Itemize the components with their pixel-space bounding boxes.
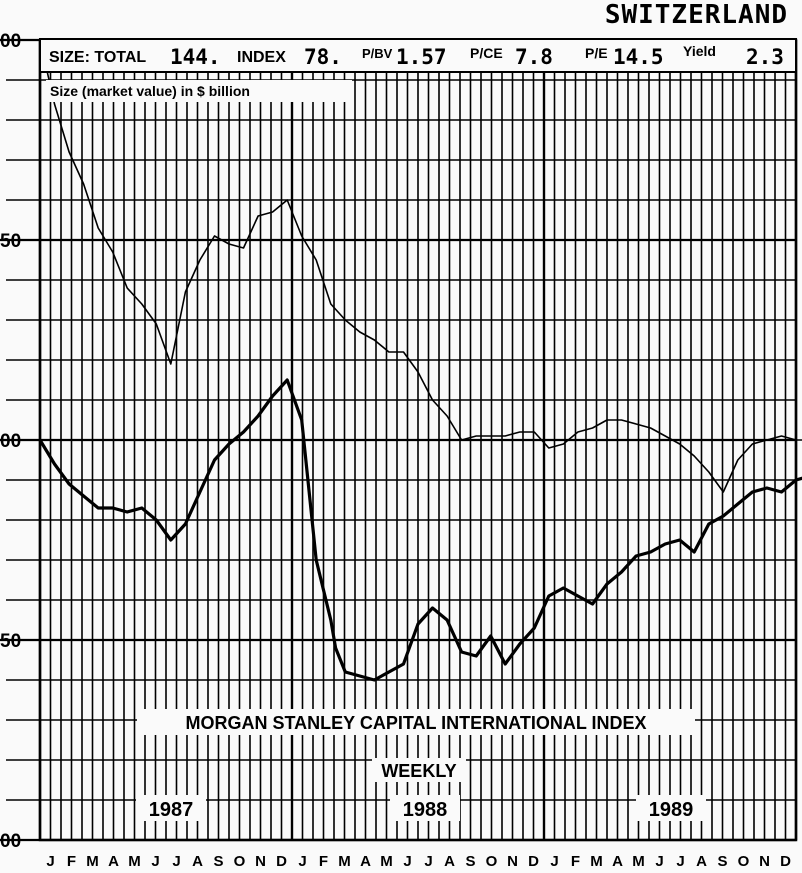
- y-tick-label: 50: [0, 631, 21, 652]
- x-tick-label: M: [338, 853, 351, 870]
- year-1988-bg: [390, 795, 460, 821]
- pce-value: 7.8: [515, 45, 553, 69]
- x-tick-label: M: [632, 853, 645, 870]
- yield-value: 2.3: [746, 45, 784, 69]
- x-tick-label: F: [319, 853, 328, 870]
- x-tick-label: A: [444, 853, 455, 870]
- x-tick-label: A: [192, 853, 203, 870]
- year-1987-bg: [136, 795, 206, 821]
- x-tick-label: N: [759, 853, 770, 870]
- x-tick-label: M: [86, 853, 99, 870]
- x-tick-label: S: [717, 853, 727, 870]
- x-tick-label: J: [403, 853, 411, 870]
- y-tick-label: 00: [0, 431, 21, 452]
- x-tick-label: F: [571, 853, 580, 870]
- pe-value: 14.5: [613, 45, 664, 69]
- y-tick-label: 00: [0, 31, 21, 52]
- x-tick-label: M: [128, 853, 141, 870]
- x-tick-label: O: [738, 853, 750, 870]
- x-tick-label: J: [151, 853, 159, 870]
- series-line-thick: [38, 378, 802, 682]
- x-tick-label: S: [213, 853, 223, 870]
- x-tick-label: J: [676, 853, 684, 870]
- x-tick-label: N: [507, 853, 518, 870]
- chart-subtitle: WEEKLY: [381, 761, 456, 781]
- x-tick-label: M: [380, 853, 393, 870]
- x-tick-label: M: [590, 853, 603, 870]
- country-title: SWITZERLAND: [604, 0, 788, 30]
- x-tick-label: J: [172, 853, 180, 870]
- x-tick-label: A: [612, 853, 623, 870]
- year-label-1989: 1989: [649, 799, 694, 821]
- chart-title: MORGAN STANLEY CAPITAL INTERNATIONAL IND…: [185, 713, 646, 733]
- y-tick-label: 50: [0, 231, 21, 252]
- index-label: INDEX: [237, 49, 286, 66]
- chart-grid: [0, 38, 798, 842]
- x-tick-label: S: [465, 853, 475, 870]
- x-tick-label: A: [696, 853, 707, 870]
- year-label-1988: 1988: [403, 799, 448, 821]
- annotation-box: [46, 80, 352, 102]
- x-tick-label: F: [67, 853, 76, 870]
- x-tick-label: A: [360, 853, 371, 870]
- series-lines: [38, 39, 802, 682]
- x-tick-label: J: [550, 853, 558, 870]
- pce-label: P/CE: [470, 45, 503, 61]
- x-tick-label: N: [255, 853, 266, 870]
- x-tick-label: J: [655, 853, 663, 870]
- x-tick-label: D: [780, 853, 791, 870]
- y-tick-label: 00: [0, 831, 21, 852]
- x-tick-label: O: [234, 853, 246, 870]
- size-label: SIZE: TOTAL: [49, 49, 146, 66]
- x-tick-label: O: [486, 853, 498, 870]
- series-line-thin: [39, 39, 802, 493]
- y-axis: 00 50 00 50 00: [0, 31, 21, 852]
- title-bg: [137, 709, 695, 735]
- subtitle-bg: [372, 758, 466, 782]
- header-box: [39, 38, 797, 73]
- pbv-value: 1.57: [396, 45, 447, 69]
- x-tick-label: D: [528, 853, 539, 870]
- yield-label: Yield: [683, 43, 716, 59]
- x-tick-label: J: [46, 853, 54, 870]
- pe-label: P/E: [585, 45, 608, 61]
- x-tick-label: D: [276, 853, 287, 870]
- size-value: 144.: [170, 45, 221, 69]
- x-tick-label: A: [108, 853, 119, 870]
- year-label-1987: 1987: [149, 799, 194, 821]
- index-value: 78.: [304, 45, 342, 69]
- x-tick-label: J: [424, 853, 432, 870]
- pbv-label: P/BV: [362, 46, 393, 61]
- x-tick-label: J: [298, 853, 306, 870]
- size-annotation: Size (market value) in $ billion: [50, 83, 250, 99]
- year-1989-bg: [636, 795, 706, 821]
